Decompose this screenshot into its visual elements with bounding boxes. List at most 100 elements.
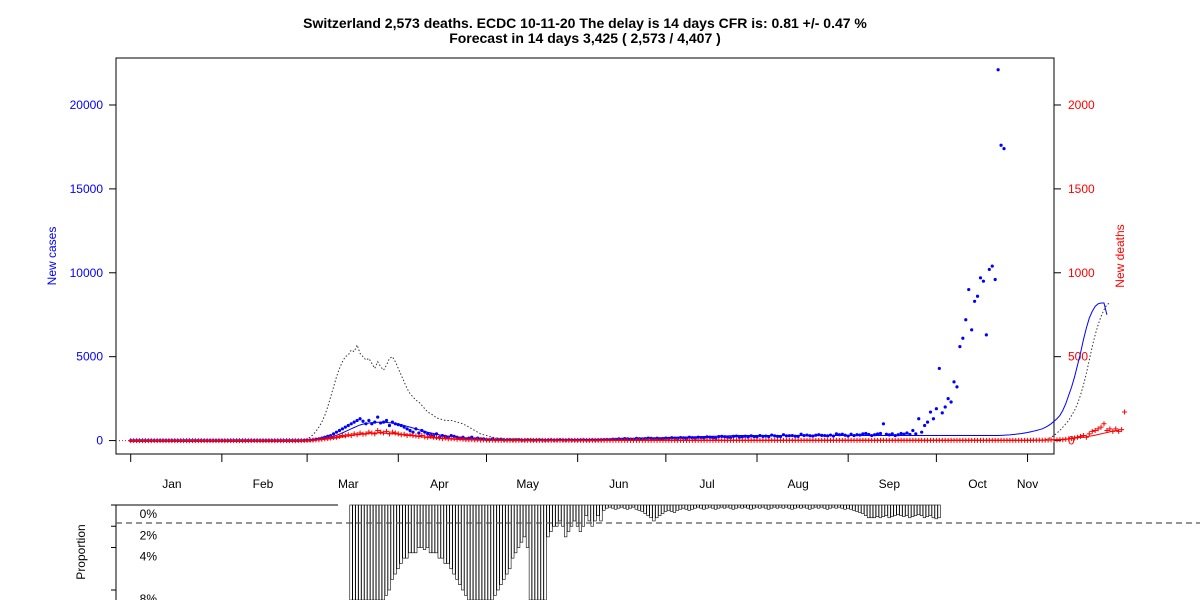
proportion-bar [655,504,659,519]
proportion-bar [693,504,697,509]
case-point [875,432,880,436]
proportion-bar [440,504,444,559]
proportion-bar [902,504,906,517]
case-point [426,432,430,436]
proportion-bar [855,504,859,512]
case-point [828,433,833,437]
case-point [981,279,986,283]
case-point [811,434,815,438]
proportion-bar [793,504,797,509]
proportion-bar [896,504,900,515]
left-axis-label: New cases [45,227,59,286]
proportion-bar [746,504,750,509]
proportion-bar [567,504,571,532]
proportion-bar [808,504,812,510]
proportion-bar [349,504,353,600]
proportion-bars [349,504,941,600]
death-point [378,429,384,435]
proportion-bar [828,504,832,509]
proportion-bar [858,504,862,513]
case-point [861,432,865,436]
proportion-bar [708,504,712,508]
proportion-bar [608,504,612,508]
case-point [840,432,844,436]
proportion-bar [775,504,779,509]
proportion-bar [637,504,641,511]
proportion-bar [802,504,806,508]
case-point [411,430,415,434]
case-point [340,427,345,431]
y-left-tick-label: 5000 [76,350,103,364]
proportion-bar [672,504,677,513]
case-point [970,328,974,332]
case-point [917,417,921,421]
proportion-bar [866,504,871,519]
proportion-bar [764,504,768,509]
case-point [864,431,868,436]
proportion-bar [684,504,688,510]
proportion-bar [934,504,938,520]
death-point [407,432,413,438]
proportion-bar [908,504,912,519]
proportion-bar [581,504,585,527]
proportion-bar [449,504,453,570]
proportion-bar [914,504,918,516]
proportion-bar [461,504,465,591]
case-point [993,277,997,282]
proportion-bar [752,504,756,509]
case-point [964,318,968,322]
proportion-bar [540,504,544,600]
proportion-bar [831,504,835,508]
proportion-bar [605,504,609,509]
case-point [931,417,936,421]
death-point [1095,426,1101,432]
proportion-bar [846,504,850,509]
proportion-bar [543,504,547,600]
proportion-bar [849,504,853,510]
proportion-bar [493,504,497,596]
proportion-bar [625,504,630,510]
proportion-bar [614,504,618,510]
death-point [434,435,440,441]
proportion-bar [525,504,530,548]
proportion-bar [569,504,574,527]
case-point [940,411,944,415]
proportion-bar [758,504,762,509]
x-tick-label: Mar [338,477,359,491]
proportion-bar [737,504,741,508]
proportion-bar [646,504,650,516]
proportion-bar [378,504,383,600]
proportion-bar [619,504,624,508]
y-left-tick-label: 10000 [70,266,104,280]
proportion-bar [390,504,394,580]
proportion-bar [893,504,897,516]
case-point [984,333,988,337]
proportion-bar [784,504,788,508]
x-tick-label: Jul [699,477,714,491]
proportion-bar [599,504,603,522]
plot-frame [115,57,1055,455]
y-left-tick-label: 15000 [70,182,104,196]
case-point [417,431,421,435]
case-point [905,431,909,435]
proportion-bar [452,504,456,575]
proportion-bar [696,504,700,508]
proportion-bar [705,504,709,509]
case-point [740,435,744,439]
case-point [878,431,883,436]
proportion-bar [558,504,562,522]
proportion-bar [822,504,827,509]
proportion-bar [869,504,874,519]
proportion-bar [922,504,926,519]
proportion-bar [796,504,800,508]
proportion-bar [399,504,403,564]
case-point [805,433,809,437]
proportion-bar [464,504,468,596]
case-point [737,435,741,439]
case-point [711,436,715,440]
proportion-bar [402,504,406,559]
case-point [361,419,365,423]
case-point [967,287,971,292]
proportion-bar [405,504,409,559]
case-point [943,405,947,409]
